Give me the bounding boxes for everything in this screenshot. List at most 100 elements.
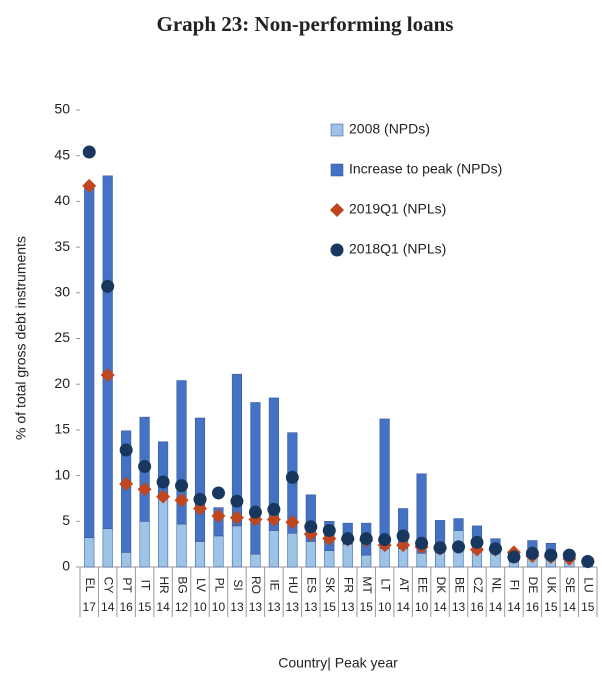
x-tick-label: SI [231,579,245,590]
x-tick-label: DE [526,577,540,594]
diamond-marker [174,493,189,508]
bar-segment [176,523,187,568]
y-tick-label: 35 [54,238,70,254]
peak-year-label: 14 [101,600,115,614]
circle-marker [322,523,336,537]
circle-marker [525,546,539,560]
legend-swatch [330,243,344,257]
bar-segment [268,397,279,531]
x-tick-label: LU [582,577,596,592]
bar-segment [121,430,132,553]
peak-year-label: 10 [415,600,429,614]
x-tick-label: EE [415,577,429,593]
diamond-marker [119,476,134,491]
circle-marker [341,532,355,546]
peak-year-label: 14 [563,600,577,614]
peak-year-label: 13 [304,600,318,614]
x-tick-label: HR [157,576,171,594]
x-tick-label: RO [249,576,263,594]
legend-label: 2008 (NPDs) [349,121,430,137]
x-tick-label: LT [378,578,392,592]
circle-marker [396,529,410,543]
bar-segment [84,185,95,539]
legend-label: 2019Q1 (NPLs) [349,201,446,217]
bar-segment [194,417,206,542]
y-tick-label: 30 [54,284,70,300]
peak-year-label: 15 [138,600,152,614]
y-tick-label: 25 [54,329,70,345]
circle-marker [156,475,170,489]
peak-year-label: 13 [286,600,300,614]
peak-year-label: 14 [433,600,447,614]
y-tick-label: 50 [54,101,70,117]
peak-year-label: 15 [360,600,374,614]
bar-segment [121,552,132,568]
x-tick-label: IE [268,579,282,590]
circle-marker [175,479,189,493]
x-tick-label: AT [397,578,411,593]
circle-marker [211,486,225,500]
circle-marker [304,520,318,534]
bar-segment [194,541,206,568]
peak-year-label: 13 [267,600,281,614]
diamond-marker [193,501,208,516]
peak-year-label: 14 [156,600,170,614]
peak-year-label: 13 [249,600,263,614]
peak-year-label: 10 [212,600,226,614]
bar-segment [102,175,113,529]
diamond-marker [229,510,244,525]
circle-marker [470,535,484,549]
bar-segment [250,553,261,568]
bar-segment [416,553,427,568]
bar-segment [84,537,95,568]
x-tick-label: CY [102,577,116,594]
circle-marker [415,536,429,550]
peak-year-label: 10 [378,600,392,614]
circle-marker [101,279,115,293]
diamond-marker [100,368,115,383]
x-tick-label: DK [434,577,448,594]
x-tick-label: BG [175,576,189,593]
bar-segment [453,518,464,531]
legend-swatch [330,123,344,137]
diamond-marker [211,508,226,523]
bar-segment [324,550,335,568]
circle-marker [544,548,558,562]
legend-swatch [330,163,344,177]
circle-marker [507,550,521,564]
circle-marker [285,470,299,484]
circle-marker [562,548,576,562]
peak-year-label: 10 [193,600,207,614]
x-tick-label: PL [212,578,226,593]
x-tick-label: ES [305,577,319,593]
bar-segment [231,525,242,568]
peak-year-label: 17 [83,600,97,614]
bar-segment [176,380,187,525]
peak-year-label: 15 [323,600,337,614]
circle-marker [248,505,262,519]
diamond-marker [156,489,171,504]
y-tick-label: 5 [62,512,70,528]
bar-segment [287,532,298,568]
circle-marker [119,443,133,457]
x-tick-label: FR [342,577,356,593]
y-tick-label: 10 [54,466,70,482]
diamond-marker [266,512,281,527]
peak-year-label: 14 [396,600,410,614]
circle-marker [267,502,281,516]
peak-year-label: 14 [507,600,521,614]
x-tick-label: SK [323,577,337,593]
circle-marker [230,494,244,508]
x-tick-label: MT [360,576,374,594]
circle-marker [138,459,152,473]
circle-marker [452,540,466,554]
circle-marker [359,532,373,546]
circle-marker [433,541,447,555]
bar-segment [102,528,113,568]
peak-year-label: 13 [341,600,355,614]
bar-segment [342,543,353,568]
peak-year-label: 12 [175,600,189,614]
y-tick-label: 20 [54,375,70,391]
bar-segment [158,498,169,568]
